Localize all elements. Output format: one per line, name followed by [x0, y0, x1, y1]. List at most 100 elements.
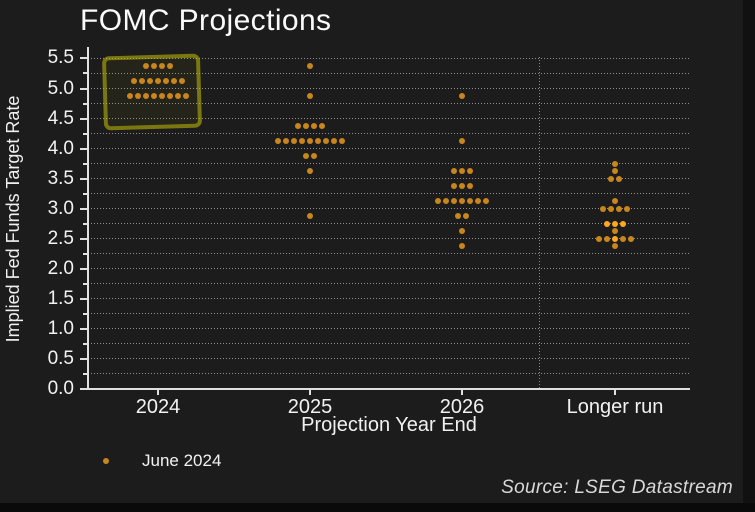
projection-dot	[608, 205, 614, 212]
y-tick-label: 1.0	[47, 317, 74, 339]
gridline	[88, 72, 690, 74]
x-tick-label: Longer run	[566, 396, 664, 418]
gridline	[88, 223, 690, 225]
projection-dot	[451, 183, 457, 190]
projection-dot	[127, 93, 133, 99]
x-tick	[309, 389, 311, 395]
y-axis-line	[87, 47, 89, 390]
projection-dot	[299, 138, 305, 145]
projection-dot	[163, 77, 169, 84]
x-tick	[614, 389, 616, 395]
legend-dot-icon	[103, 458, 109, 464]
y-major-tick	[80, 87, 88, 90]
y-tick-label: 2.5	[47, 227, 74, 249]
y-minor-tick	[83, 282, 88, 285]
projection-dot	[455, 213, 461, 220]
projection-dot	[147, 77, 153, 84]
projection-dot	[451, 198, 457, 205]
y-major-tick	[80, 177, 88, 180]
legend: June 2024	[103, 451, 221, 471]
projection-dot	[435, 198, 441, 205]
projection-dot	[467, 198, 473, 205]
projection-dot	[131, 77, 137, 84]
chart-title: FOMC Projections	[80, 4, 332, 37]
projection-dot	[311, 123, 317, 130]
projection-dot	[459, 93, 465, 99]
projection-dot	[283, 138, 289, 145]
gridline	[88, 193, 690, 195]
gridline	[88, 238, 690, 240]
projection-dot	[291, 138, 297, 145]
projection-dot	[612, 168, 618, 175]
projection-dot	[339, 138, 345, 145]
projection-dot	[319, 123, 325, 130]
gridline	[88, 313, 690, 315]
gridline	[88, 163, 690, 165]
x-tick	[461, 389, 463, 395]
gridline	[88, 88, 690, 89]
projection-dot	[620, 220, 626, 227]
gridline	[88, 373, 690, 375]
projection-dot	[612, 228, 618, 235]
x-tick-label: 2024	[135, 396, 181, 418]
longer-run-separator	[539, 57, 540, 389]
gridline	[88, 298, 690, 300]
projection-dot	[596, 235, 602, 242]
projection-dot	[307, 138, 313, 145]
y-tick-label: 3.5	[47, 167, 74, 189]
y-tick-label: 4.0	[47, 137, 74, 159]
y-major-tick	[80, 57, 88, 60]
gridline	[88, 118, 690, 120]
projection-dot	[307, 62, 313, 69]
projection-dot	[167, 93, 173, 99]
projection-dot	[323, 138, 329, 145]
projection-dot	[612, 243, 618, 250]
projection-dot	[451, 168, 457, 175]
projection-dot	[612, 235, 618, 242]
projection-dot	[475, 198, 481, 205]
projection-dot	[616, 205, 622, 212]
projection-dot	[624, 205, 630, 212]
projection-dot	[459, 168, 465, 175]
y-major-tick	[80, 297, 88, 300]
y-minor-tick	[83, 162, 88, 165]
gridline	[88, 268, 690, 270]
projection-dot	[612, 220, 618, 227]
projection-dot	[620, 235, 626, 242]
projection-dot	[167, 62, 173, 69]
y-major-tick	[80, 388, 88, 390]
gridline	[88, 208, 690, 210]
y-minor-tick	[83, 252, 88, 255]
y-tick-label: 0.0	[47, 378, 74, 399]
projection-dot	[459, 243, 465, 250]
y-tick-label: 1.5	[47, 287, 74, 309]
y-major-tick	[80, 267, 88, 270]
projection-dot	[303, 153, 309, 160]
projection-dot	[459, 183, 465, 190]
projection-dot	[183, 93, 189, 99]
x-axis-label: Projection Year End	[301, 414, 477, 436]
y-minor-tick	[83, 342, 88, 345]
y-major-tick	[80, 357, 88, 360]
source-credit: Source: LSEG Datastream	[501, 477, 733, 498]
y-minor-tick	[83, 192, 88, 195]
x-axis-line	[87, 388, 690, 390]
window-bottom-edge	[0, 503, 755, 512]
gridline	[88, 358, 690, 360]
gridline	[88, 57, 690, 59]
x-tick	[157, 389, 159, 395]
projection-dot	[155, 77, 161, 84]
y-major-tick	[80, 117, 88, 120]
gridline	[88, 253, 690, 255]
y-tick-label: 2.0	[47, 257, 74, 279]
projection-dot	[295, 123, 301, 130]
projection-dot	[467, 168, 473, 175]
y-tick-label: 4.5	[47, 107, 74, 129]
y-tick-label: 0.5	[47, 347, 74, 369]
y-tick-label: 5.0	[47, 77, 74, 99]
window-right-edge	[743, 0, 755, 503]
x-tick-label: 2026	[439, 396, 485, 418]
y-minor-tick	[83, 132, 88, 135]
gridline	[88, 148, 690, 150]
